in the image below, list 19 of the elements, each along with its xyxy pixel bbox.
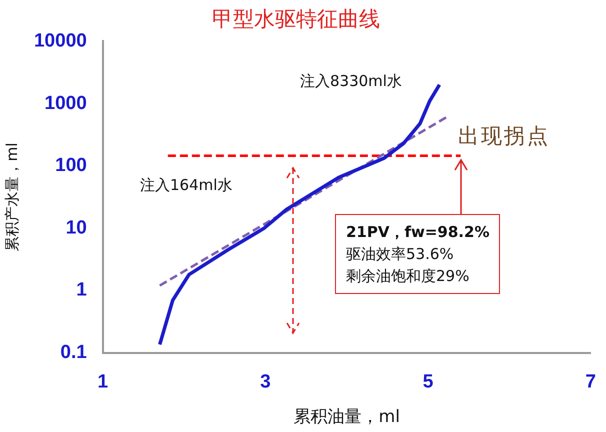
x-tick-label: 7: [585, 371, 596, 392]
annotation: 剩余油饱和度29%: [346, 266, 470, 287]
x-tick-label: 5: [422, 371, 434, 392]
annotation: 出现拐点: [458, 123, 550, 150]
x-axis-title: 累积油量，ml: [294, 407, 400, 428]
y-tick-label: 10: [66, 217, 87, 238]
x-tick-label: 1: [98, 371, 109, 392]
y-tick-label: 100: [55, 155, 87, 176]
y-tick-label: 1000: [44, 92, 87, 114]
chart-title: 甲型水驱特征曲线: [212, 7, 380, 32]
y-tick-label: 1: [76, 280, 88, 301]
annotation: 注入164ml水: [140, 176, 232, 195]
y-axis-title: 累积产水量，ml: [2, 142, 21, 252]
annotation: 注入8330ml水: [300, 72, 402, 91]
annotation: 21PV，fw=98.2%: [346, 222, 490, 243]
y-tick-label: 10000: [34, 30, 87, 52]
annotation: 驱油效率53.6%: [346, 244, 455, 265]
y-tick-label: 0.1: [60, 342, 88, 364]
x-tick-label: 3: [260, 371, 271, 392]
